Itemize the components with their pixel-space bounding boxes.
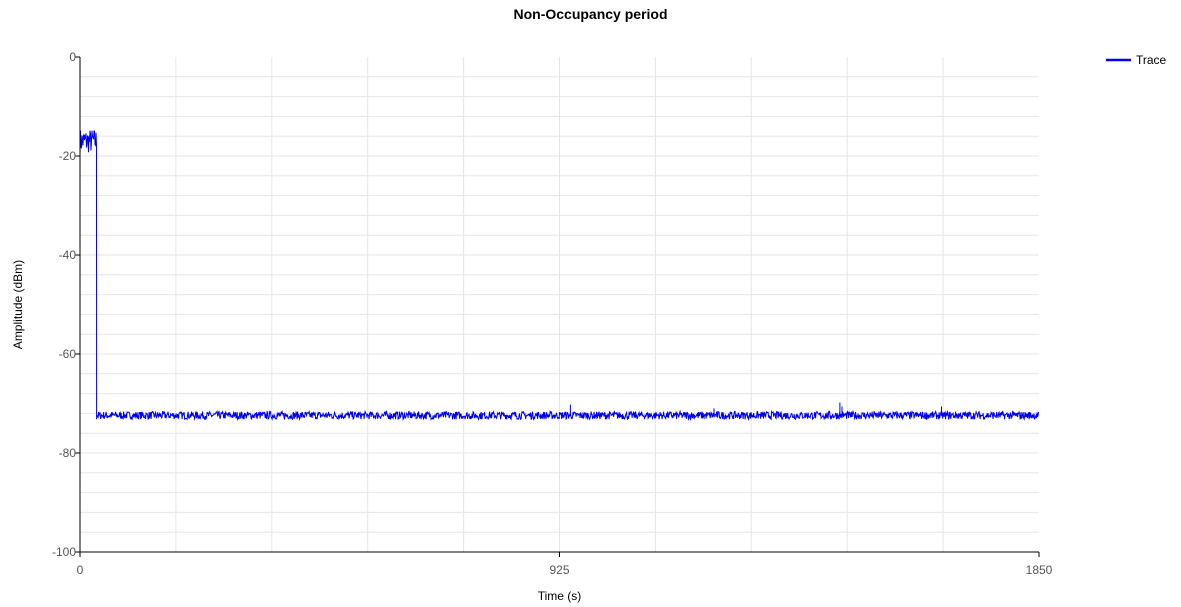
grid-lines — [80, 57, 1039, 552]
x-tick-labels: 0 925 1850 — [77, 552, 1053, 577]
series-trace — [79, 130, 1040, 422]
y-tick-label: -40 — [59, 248, 77, 262]
trace-line — [79, 130, 1040, 422]
chart-title: Non-Occupancy period — [513, 6, 668, 22]
x-tick-label: 925 — [549, 563, 569, 577]
x-tick-label: 0 — [77, 563, 84, 577]
x-axis-label: Time (s) — [538, 589, 582, 603]
y-tick-label: -100 — [52, 545, 76, 559]
y-axis-label: Amplitude (dBm) — [11, 260, 25, 349]
y-tick-label: 0 — [69, 50, 76, 64]
y-tick-label: -20 — [59, 149, 77, 163]
x-tick-label: 1850 — [1026, 563, 1053, 577]
legend-label-trace: Trace — [1136, 53, 1167, 67]
y-tick-labels: 0 -20 -40 -60 -80 -100 — [52, 50, 80, 559]
y-tick-label: -80 — [59, 446, 77, 460]
y-tick-label: -60 — [59, 347, 77, 361]
legend: Trace — [1106, 53, 1167, 67]
